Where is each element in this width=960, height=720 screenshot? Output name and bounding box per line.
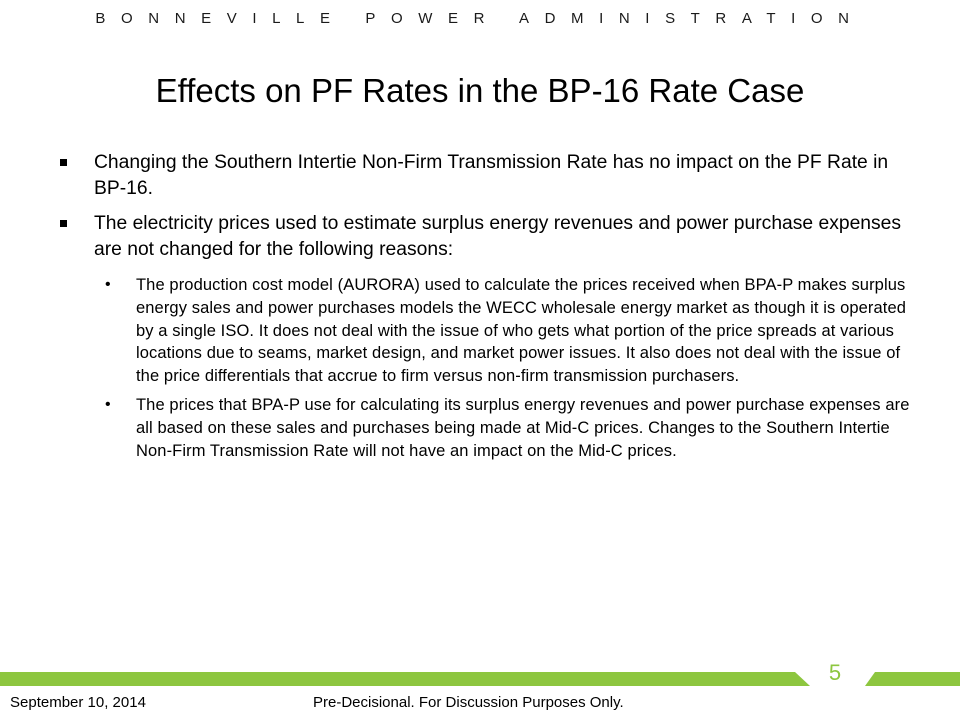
bullet-text: Changing the Southern Intertie Non-Firm … (94, 152, 889, 199)
slide-content: Changing the Southern Intertie Non-Firm … (60, 150, 910, 468)
bullet-item: Changing the Southern Intertie Non-Firm … (60, 150, 910, 201)
sub-bullet-item: • The production cost model (AURORA) use… (60, 274, 910, 388)
round-bullet-icon: • (105, 395, 111, 413)
slide-title: Effects on PF Rates in the BP-16 Rate Ca… (155, 72, 805, 109)
sub-bullet-text: The prices that BPA-P use for calculatin… (136, 395, 910, 460)
page-number: 5 (828, 660, 842, 685)
square-bullet-icon (60, 220, 67, 227)
square-bullet-icon (60, 159, 67, 166)
bullet-text: The electricity prices used to estimate … (94, 213, 902, 260)
bullet-item: The electricity prices used to estimate … (60, 211, 910, 262)
footer-date: September 10, 2014 (10, 694, 146, 711)
footer-bar-left (0, 672, 810, 686)
round-bullet-icon: • (105, 276, 111, 293)
footer-disclaimer: Pre-Decisional. For Discussion Purposes … (313, 694, 624, 711)
footer-accent-bar (0, 672, 960, 686)
organization-header: BONNEVILLE POWER ADMINISTRATION (95, 10, 865, 27)
footer-bar-right (865, 672, 960, 686)
sub-bullet-text: The production cost model (AURORA) used … (136, 276, 907, 386)
sub-bullet-item: • The prices that BPA-P use for calculat… (60, 394, 910, 462)
